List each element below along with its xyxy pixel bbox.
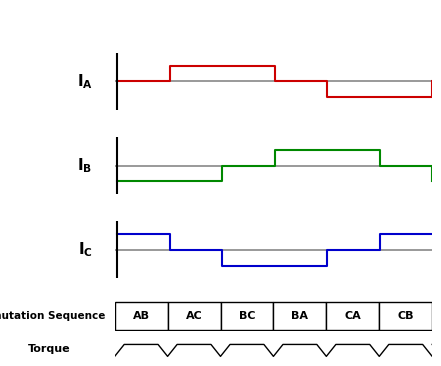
Text: CA: CA bbox=[344, 311, 361, 321]
Bar bbox=[115, 302, 168, 330]
Text: AB: AB bbox=[133, 311, 149, 321]
Text: Commutation Sequence: Commutation Sequence bbox=[0, 311, 106, 321]
Bar bbox=[168, 302, 220, 330]
Bar bbox=[220, 302, 273, 330]
Text: CB: CB bbox=[397, 311, 414, 321]
Text: $\mathbf{I_A}$: $\mathbf{I_A}$ bbox=[77, 72, 93, 91]
Text: $\mathbf{I_C}$: $\mathbf{I_C}$ bbox=[78, 240, 93, 259]
Text: Torque: Torque bbox=[28, 344, 71, 354]
Text: AC: AC bbox=[186, 311, 202, 321]
Text: BA: BA bbox=[292, 311, 308, 321]
Text: BC: BC bbox=[239, 311, 255, 321]
Bar bbox=[273, 302, 326, 330]
Text: $\mathbf{I_B}$: $\mathbf{I_B}$ bbox=[78, 156, 93, 175]
Bar bbox=[379, 302, 432, 330]
Bar bbox=[326, 302, 379, 330]
